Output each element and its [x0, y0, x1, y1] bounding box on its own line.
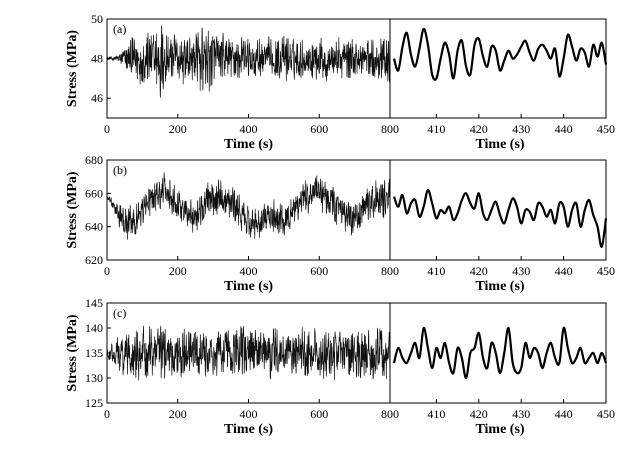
y-tick-label-c: 135 [85, 346, 103, 360]
y-axis-label-c: Stress (MPa) [65, 314, 80, 391]
y-tick-label-c: 125 [85, 396, 103, 410]
panel-c: 125 130 135 140 145 0 200 400 600 800 410 420 430 440… [65, 296, 615, 437]
x-tick-label-right-b: 450 [597, 264, 615, 278]
axes-frame-a [106, 18, 607, 119]
x-tick-label-right-b: 410 [427, 264, 445, 278]
x-tick-label-left-a: 600 [310, 122, 328, 136]
y-tick-label-b: 660 [85, 186, 103, 200]
x-tick-label-left-a: 0 [104, 122, 110, 136]
x-tick-label-right-a: 410 [427, 122, 445, 136]
x-tick-label-left-c: 0 [104, 407, 110, 421]
panel-a: 46 48 50 0 200 400 600 800 410 420 430 440 450 Time (… [65, 12, 615, 152]
panel-b: 620 640 660 680 0 200 400 600 800 410 420 430 440 450… [65, 153, 615, 294]
y-tick-label-c: 140 [85, 321, 103, 335]
signal-line-a [106, 25, 391, 98]
panel-label-c: (c) [113, 306, 126, 320]
y-tick-label-a: 48 [91, 52, 103, 66]
y-tick-label-c: 130 [85, 371, 103, 385]
signal-line-b [106, 172, 391, 240]
x-tick-label-left-b: 600 [310, 264, 328, 278]
x-tick-label-left-b: 800 [381, 264, 399, 278]
x-tick-label-left-c: 400 [240, 407, 258, 421]
x-tick-label-left-c: 800 [381, 407, 399, 421]
x-tick-label-left-b: 200 [169, 264, 187, 278]
x-tick-label-right-b: 440 [555, 264, 573, 278]
x-tick-label-left-c: 200 [169, 407, 187, 421]
axes-frame-b [106, 159, 607, 261]
y-axis-label-b: Stress (MPa) [65, 171, 80, 248]
panel-label-a: (a) [113, 22, 126, 36]
x-tick-label-right-a: 420 [470, 122, 488, 136]
x-axis-label-left-a: Time (s) [224, 137, 273, 152]
x-tick-label-right-a: 430 [512, 122, 530, 136]
x-tick-label-right-a: 450 [597, 122, 615, 136]
x-tick-label-right-a: 440 [555, 122, 573, 136]
x-tick-label-left-b: 400 [240, 264, 258, 278]
zoom-line-c [392, 326, 608, 380]
y-tick-label-b: 680 [85, 153, 103, 167]
x-tick-label-left-a: 800 [381, 122, 399, 136]
x-axis-label-left-c: Time (s) [224, 422, 273, 437]
y-tick-label-b: 640 [85, 220, 103, 234]
y-tick-label-c: 145 [85, 296, 103, 310]
y-tick-label-a: 50 [91, 12, 103, 26]
signal-line-c [106, 325, 391, 381]
x-tick-label-left-a: 400 [240, 122, 258, 136]
x-tick-label-right-b: 420 [470, 264, 488, 278]
x-axis-label-right-b: Time (s) [475, 279, 524, 294]
panel-label-b: (b) [113, 163, 127, 177]
x-tick-label-right-c: 410 [427, 407, 445, 421]
x-tick-label-left-c: 600 [310, 407, 328, 421]
zoom-line-a [392, 27, 608, 81]
x-tick-label-right-c: 450 [597, 407, 615, 421]
x-tick-label-right-c: 430 [512, 407, 530, 421]
x-tick-label-right-c: 420 [470, 407, 488, 421]
x-axis-label-left-b: Time (s) [224, 279, 273, 294]
x-tick-label-left-b: 0 [104, 264, 110, 278]
x-tick-label-right-c: 440 [555, 407, 573, 421]
x-axis-label-right-a: Time (s) [475, 137, 524, 152]
x-tick-label-right-b: 430 [512, 264, 530, 278]
zoom-line-b [392, 188, 608, 248]
x-tick-label-left-a: 200 [169, 122, 187, 136]
y-tick-label-b: 620 [85, 253, 103, 267]
y-axis-label-a: Stress (MPa) [65, 30, 80, 107]
y-tick-label-a: 46 [91, 91, 103, 105]
x-axis-label-right-c: Time (s) [475, 422, 524, 437]
